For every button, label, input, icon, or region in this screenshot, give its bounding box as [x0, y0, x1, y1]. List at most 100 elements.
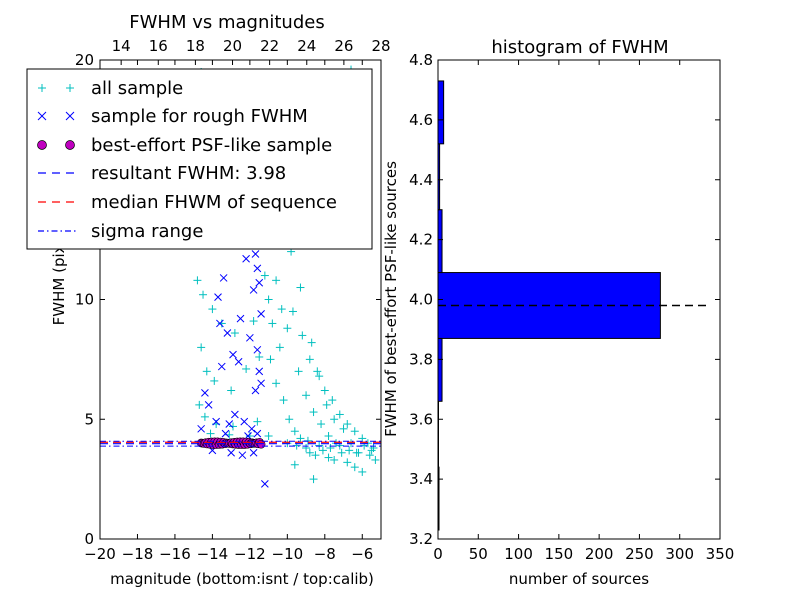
all-sample-point [365, 451, 374, 460]
histogram-x-label: number of sources [509, 570, 649, 588]
all-sample-point [350, 427, 359, 436]
all-sample-point [197, 343, 206, 352]
rough-sample-point-b [255, 278, 264, 287]
legend-marker [37, 140, 47, 150]
all-sample-point [315, 372, 324, 381]
rough-sample-point-b [249, 448, 258, 457]
histogram-y-tick-label: 4.2 [409, 231, 433, 249]
all-sample-point [195, 400, 204, 409]
all-sample-point [193, 276, 202, 285]
rough-sample-point [223, 329, 232, 337]
all-sample-point [339, 424, 348, 433]
rough-sample-point [253, 429, 262, 438]
rough-sample-point-b [219, 274, 228, 282]
rough-sample-point [197, 424, 206, 433]
all-sample-point [227, 386, 236, 395]
rough-sample-point [236, 314, 245, 323]
scatter-top-tick-label: 18 [186, 37, 205, 55]
all-sample-point [288, 307, 297, 316]
all-sample-point [324, 432, 333, 441]
scatter-top-tick-label: 14 [112, 37, 131, 55]
scatter-x-tick-label: −12 [234, 545, 266, 563]
rough-sample-point-b [212, 417, 221, 426]
all-sample-point [268, 319, 277, 328]
all-sample-point [307, 338, 316, 347]
histogram-bar [437, 209, 443, 274]
rough-sample-point-b [216, 319, 224, 328]
rough-sample-point [257, 310, 265, 318]
all-sample-point [352, 448, 361, 457]
all-sample-point [200, 412, 209, 421]
rough-sample-point [238, 451, 247, 460]
all-sample-point [302, 443, 311, 452]
scatter-top-tick-label: 22 [260, 37, 279, 55]
all-sample-point [272, 276, 281, 285]
all-sample-point [272, 379, 281, 388]
rough-sample-point-b [253, 264, 262, 273]
rough-sample-point-b [234, 357, 243, 366]
all-sample-point [317, 420, 326, 429]
legend-label: best-effort PSF-like sample [91, 135, 332, 156]
all-sample-point [285, 415, 294, 424]
histogram-title: histogram of FWHM [491, 37, 668, 58]
histogram-y-tick-label: 3.6 [409, 410, 433, 428]
histogram-y-label: FWHM of best-effort PSF-like sources [382, 161, 400, 437]
histogram-x-tick-label: 50 [469, 545, 488, 563]
all-sample-point [279, 396, 288, 405]
all-sample-point [305, 355, 314, 364]
all-sample-point [199, 290, 208, 299]
rough-sample-point [240, 417, 249, 426]
rough-sample-point [231, 410, 239, 419]
all-sample-point [309, 475, 318, 484]
all-sample-point [242, 364, 251, 373]
all-sample-point [298, 331, 307, 340]
scatter-y-tick-label: 5 [84, 410, 94, 428]
rough-sample-point [247, 424, 256, 433]
legend-item: sample for rough FWHM [37, 106, 308, 127]
legend-marker-b [37, 111, 47, 121]
scatter-y-tick-label: 10 [75, 291, 94, 309]
all-sample-point [210, 376, 219, 385]
histogram-x-tick-label: 150 [545, 545, 574, 563]
rough-sample-point [229, 350, 237, 359]
histogram-bar [437, 337, 443, 402]
all-sample-point [266, 355, 275, 364]
all-sample-point [264, 295, 273, 304]
legend-label: sigma range [91, 221, 203, 242]
rough-sample-point [253, 345, 262, 354]
rough-sample-point-b [214, 293, 222, 301]
all-sample-point [290, 460, 299, 469]
rough-sample-point [255, 367, 264, 376]
rough-sample-point-b [225, 420, 234, 428]
histogram-x-tick-label: 250 [625, 545, 654, 563]
legend-marker [65, 140, 75, 150]
rough-sample-point [201, 389, 209, 397]
rough-sample-point [253, 264, 262, 273]
rough-sample-point-b [197, 424, 206, 433]
all-sample-point [217, 319, 226, 328]
all-sample-point [326, 443, 335, 452]
rough-sample-point [246, 333, 254, 342]
all-sample-point [253, 417, 262, 426]
histogram-y-tick-label: 3.4 [409, 470, 433, 488]
rough-sample-point-b [201, 389, 209, 397]
scatter-x-label: magnitude (bottom:isnt / top:calib) [110, 570, 374, 588]
rough-sample-point-b [236, 314, 245, 323]
all-sample-point [229, 422, 238, 431]
legend-frame [26, 68, 373, 250]
all-sample-point [337, 448, 346, 457]
histogram-x-tick-label: 200 [585, 545, 614, 563]
scatter-reference-lines [100, 440, 381, 447]
all-sample-point [230, 329, 239, 338]
all-sample-point [371, 455, 380, 464]
rough-sample-point [204, 401, 213, 409]
all-sample-point [302, 391, 311, 400]
rough-sample-point-b [238, 451, 247, 460]
scatter-top-tick-label: 24 [297, 37, 316, 55]
scatter-x-tick-label: −18 [122, 545, 154, 563]
histogram-y-tick-label: 4.8 [409, 51, 433, 69]
scatter-top-tick-label: 20 [223, 37, 242, 55]
scatter-y-tick-label: 0 [84, 530, 94, 548]
legend-item: all sample [38, 78, 183, 99]
legend-marker [65, 111, 75, 121]
